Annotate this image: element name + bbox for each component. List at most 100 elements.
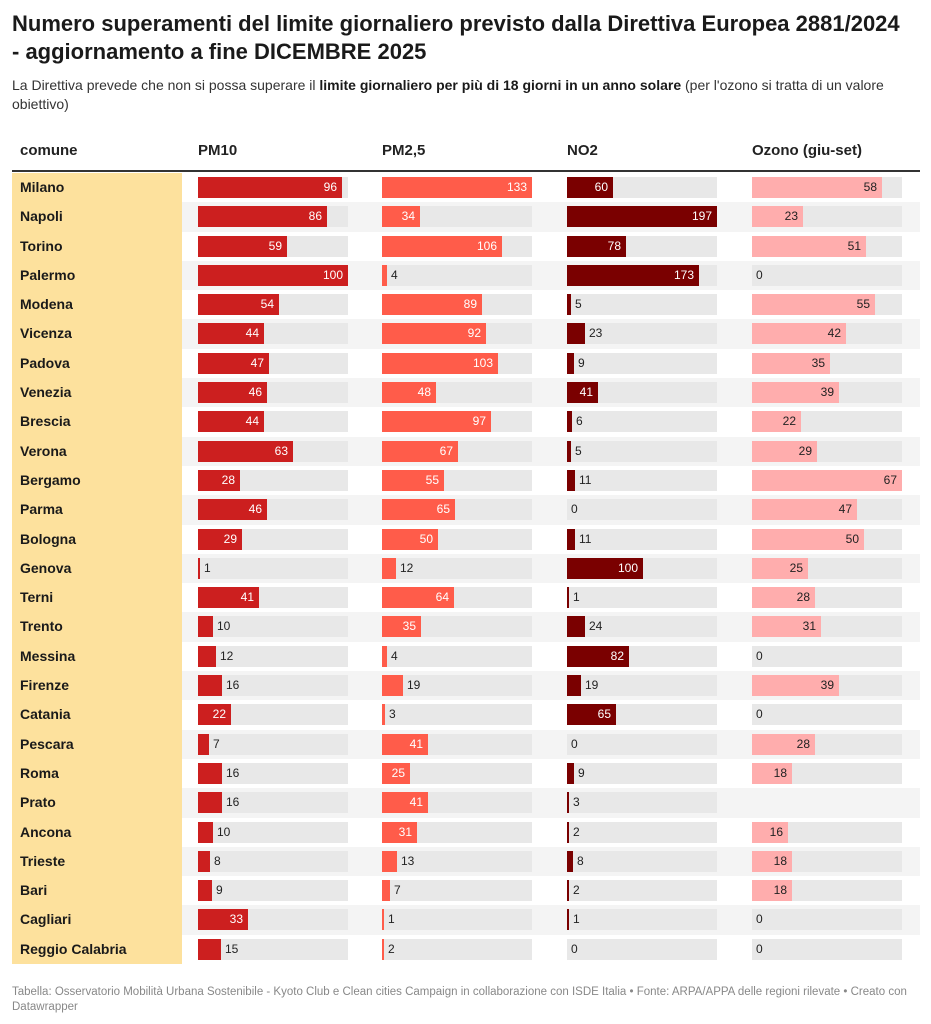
pm25-value-label: 89	[463, 297, 477, 312]
city-cell-background	[12, 612, 182, 642]
no2-bar	[567, 352, 574, 374]
no2-value-label: 0	[571, 502, 578, 517]
ozono-value-label: 39	[820, 678, 834, 693]
table-row: Messina 12 4 82 0	[12, 641, 920, 672]
pm10-value-label: 16	[226, 678, 240, 693]
pm10-value-label: 59	[268, 238, 282, 253]
city-name: Trieste	[20, 852, 66, 869]
table-row: Verona 63 67 5 29	[12, 436, 920, 466]
ozono-bar-track: 35	[752, 352, 902, 374]
pm25-bar-track: 106	[382, 235, 532, 257]
city-name: Verona	[20, 442, 67, 459]
ozono-value-label: 0	[756, 707, 763, 722]
no2-value-label: 82	[610, 648, 624, 663]
ozono-bar	[752, 469, 902, 491]
table-row: Trento 10 35 24 31	[12, 612, 920, 642]
city-cell-background	[12, 905, 182, 935]
pm10-value-label: 47	[250, 355, 264, 370]
city-name: Prato	[20, 794, 56, 811]
pm10-bar-track: 63	[198, 440, 348, 462]
pm25-bar	[382, 557, 396, 579]
pm25-value-label: 103	[472, 355, 493, 370]
pm25-value-label: 4	[391, 648, 398, 663]
ozono-bar	[752, 528, 864, 550]
pm10-value-label: 22	[212, 707, 226, 722]
pm10-value-label: 16	[226, 765, 240, 780]
city-name: Napoli	[20, 208, 63, 225]
no2-value-label: 100	[617, 560, 638, 575]
pm10-bar-track: 86	[198, 206, 348, 228]
pm10-bar-track: 47	[198, 352, 348, 374]
pm10-value-label: 12	[220, 648, 234, 663]
pm10-bar-track: 100	[198, 264, 348, 286]
ozono-bar-track: 25	[752, 557, 902, 579]
ozono-bar	[752, 294, 875, 316]
pm10-bar	[198, 821, 213, 843]
pm10-bar-track: 28	[198, 469, 348, 491]
pm10-bar-track: 46	[198, 499, 348, 521]
pm25-value-label: 34	[401, 209, 415, 224]
column-header-pm25[interactable]: PM2,5	[382, 142, 426, 159]
pm10-bar	[198, 294, 279, 316]
city-cell-background	[12, 319, 182, 349]
ozono-bar-track: 0	[752, 264, 902, 286]
pm10-bar-track: 96	[198, 177, 348, 198]
column-header-ozono[interactable]: Ozono (giu-set)	[752, 142, 862, 159]
pm10-value-label: 10	[217, 824, 231, 839]
no2-bar	[567, 235, 626, 257]
ozono-bar	[752, 850, 792, 872]
pm10-bar-track: 16	[198, 762, 348, 784]
pm10-bar	[198, 762, 222, 784]
ozono-bar-track: 29	[752, 440, 902, 462]
pm25-bar-track: 31	[382, 821, 532, 843]
pm25-bar	[382, 352, 498, 374]
city-name: Cagliari	[20, 911, 72, 928]
pm25-bar	[382, 206, 420, 228]
no2-bar-track: 78	[567, 235, 717, 257]
no2-value-label: 197	[691, 209, 712, 224]
table-row: Bergamo 28 55 11 67	[12, 465, 920, 496]
column-header-no2[interactable]: NO2	[567, 142, 598, 159]
ozono-bar-track: 18	[752, 880, 902, 902]
pm10-bar	[198, 469, 240, 491]
pm25-bar	[382, 235, 502, 257]
city-cell-background	[12, 700, 182, 730]
no2-bar	[567, 264, 699, 286]
no2-bar-track: 5	[567, 440, 717, 462]
pm25-value-label: 106	[476, 238, 497, 253]
no2-value-label: 41	[579, 385, 593, 400]
city-cell-background	[12, 378, 182, 408]
no2-bar-track: 1	[567, 587, 717, 609]
no2-value-label: 11	[579, 531, 592, 546]
no2-bar	[567, 323, 585, 345]
pm25-bar	[382, 850, 397, 872]
pm10-value-label: 46	[248, 385, 262, 400]
pm10-bar	[198, 235, 287, 257]
pm10-bar	[198, 704, 231, 726]
ozono-value-label: 35	[811, 355, 825, 370]
no2-value-label: 1	[573, 912, 580, 927]
ozono-bar-track: 58	[752, 177, 902, 198]
ozono-bar	[752, 587, 815, 609]
column-header-pm10[interactable]: PM10	[198, 142, 238, 159]
pm25-bar-track: 41	[382, 792, 532, 814]
no2-bar-track: 100	[567, 557, 717, 579]
pm10-value-label: 96	[323, 180, 337, 194]
pm25-value-label: 7	[394, 883, 401, 898]
no2-bar-track: 9	[567, 762, 717, 784]
no2-bar	[567, 177, 613, 198]
pm25-bar	[382, 177, 532, 198]
column-header-comune[interactable]: comune	[20, 142, 78, 159]
pm10-bar	[198, 382, 267, 404]
city-cell-background	[12, 348, 182, 379]
no2-value-label: 6	[576, 414, 583, 429]
city-cell-background	[12, 495, 182, 525]
subtitle-text-2: (per l'ozono si tratta di un valore obie…	[12, 77, 884, 112]
pm25-bar-track: 55	[382, 469, 532, 491]
pm10-bar-track: 16	[198, 792, 348, 814]
pm25-value-label: 50	[419, 531, 433, 546]
pm25-bar	[382, 499, 455, 521]
city-name: Brescia	[20, 413, 71, 430]
city-cell-background	[12, 173, 182, 203]
pm10-bar	[198, 938, 221, 960]
